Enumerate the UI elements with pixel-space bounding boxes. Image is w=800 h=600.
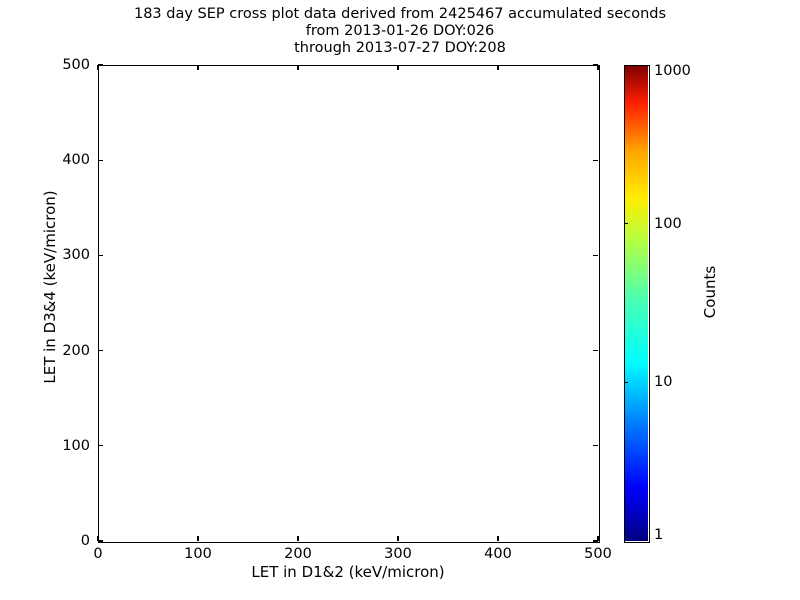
colorbar-tick-label: 100 [654, 215, 682, 232]
x-axis-tick-label: 500 [584, 546, 612, 562]
x-axis-tick [497, 536, 499, 541]
x-axis-label: LET in D1&2 (keV/micron) [251, 563, 445, 581]
colorbar-tick [624, 381, 628, 383]
x-axis-tick [197, 536, 199, 541]
plot-title: 183 day SEP cross plot data derived from… [0, 6, 800, 57]
plot-title-line-3: through 2013-07-27 DOY:208 [294, 40, 506, 56]
y-axis-tick-label: 500 [62, 57, 90, 73]
colorbar-tick-label: 1000 [654, 63, 691, 79]
plot-title-line-1: 183 day SEP cross plot data derived from… [133, 6, 667, 22]
y-axis-tick-label: 400 [62, 152, 90, 169]
y-axis-tick-label: 100 [62, 437, 90, 454]
colorbar-tick-label: 10 [654, 374, 673, 391]
x-axis-tick [297, 536, 299, 541]
x-axis-tick [597, 536, 599, 541]
y-axis-tick-label: 200 [62, 342, 90, 359]
x-axis-tick-top [197, 65, 199, 70]
y-axis-tick [98, 540, 103, 542]
y-axis-tick-right [593, 445, 598, 447]
colorbar-tick [624, 223, 628, 225]
x-axis-tick-label: 200 [284, 546, 312, 562]
x-axis-tick-label: 400 [484, 546, 512, 562]
colorbar-tick-label: 1 [654, 527, 664, 543]
x-axis-tick [397, 536, 399, 541]
x-axis-tick [97, 536, 99, 541]
y-axis-tick-label: 0 [80, 533, 90, 549]
x-axis-tick-top [597, 65, 599, 70]
y-axis-tick [98, 64, 103, 66]
y-axis-tick-right [593, 159, 598, 161]
x-axis-tick-top [397, 65, 399, 70]
x-axis-tick-label: 300 [384, 546, 412, 562]
y-axis-tick-right [593, 540, 598, 542]
y-axis-tick [98, 349, 103, 352]
x-axis-tick-label: 100 [184, 546, 212, 562]
y-axis-tick-label: 300 [62, 247, 90, 264]
y-axis-tick [98, 445, 103, 447]
colorbar-frame [624, 65, 650, 543]
colorbar-gradient [624, 65, 648, 541]
colorbar-label: Counts [701, 265, 719, 319]
y-axis-tick [98, 159, 103, 161]
y-axis-tick-right [593, 254, 598, 257]
y-axis-tick-right [593, 64, 598, 66]
y-axis-tick-right [593, 349, 598, 352]
x-axis-tick-label: 0 [93, 546, 103, 562]
plot-title-line-2: from 2013-01-26 DOY:026 [305, 23, 495, 39]
axes-frame [98, 65, 600, 543]
y-axis-tick [98, 254, 103, 257]
x-axis-tick-top [497, 65, 499, 70]
y-axis-label: LET in D3&4 (keV/micron) [41, 190, 59, 384]
x-axis-tick-top [297, 65, 299, 70]
x-axis-tick-top [97, 65, 99, 70]
